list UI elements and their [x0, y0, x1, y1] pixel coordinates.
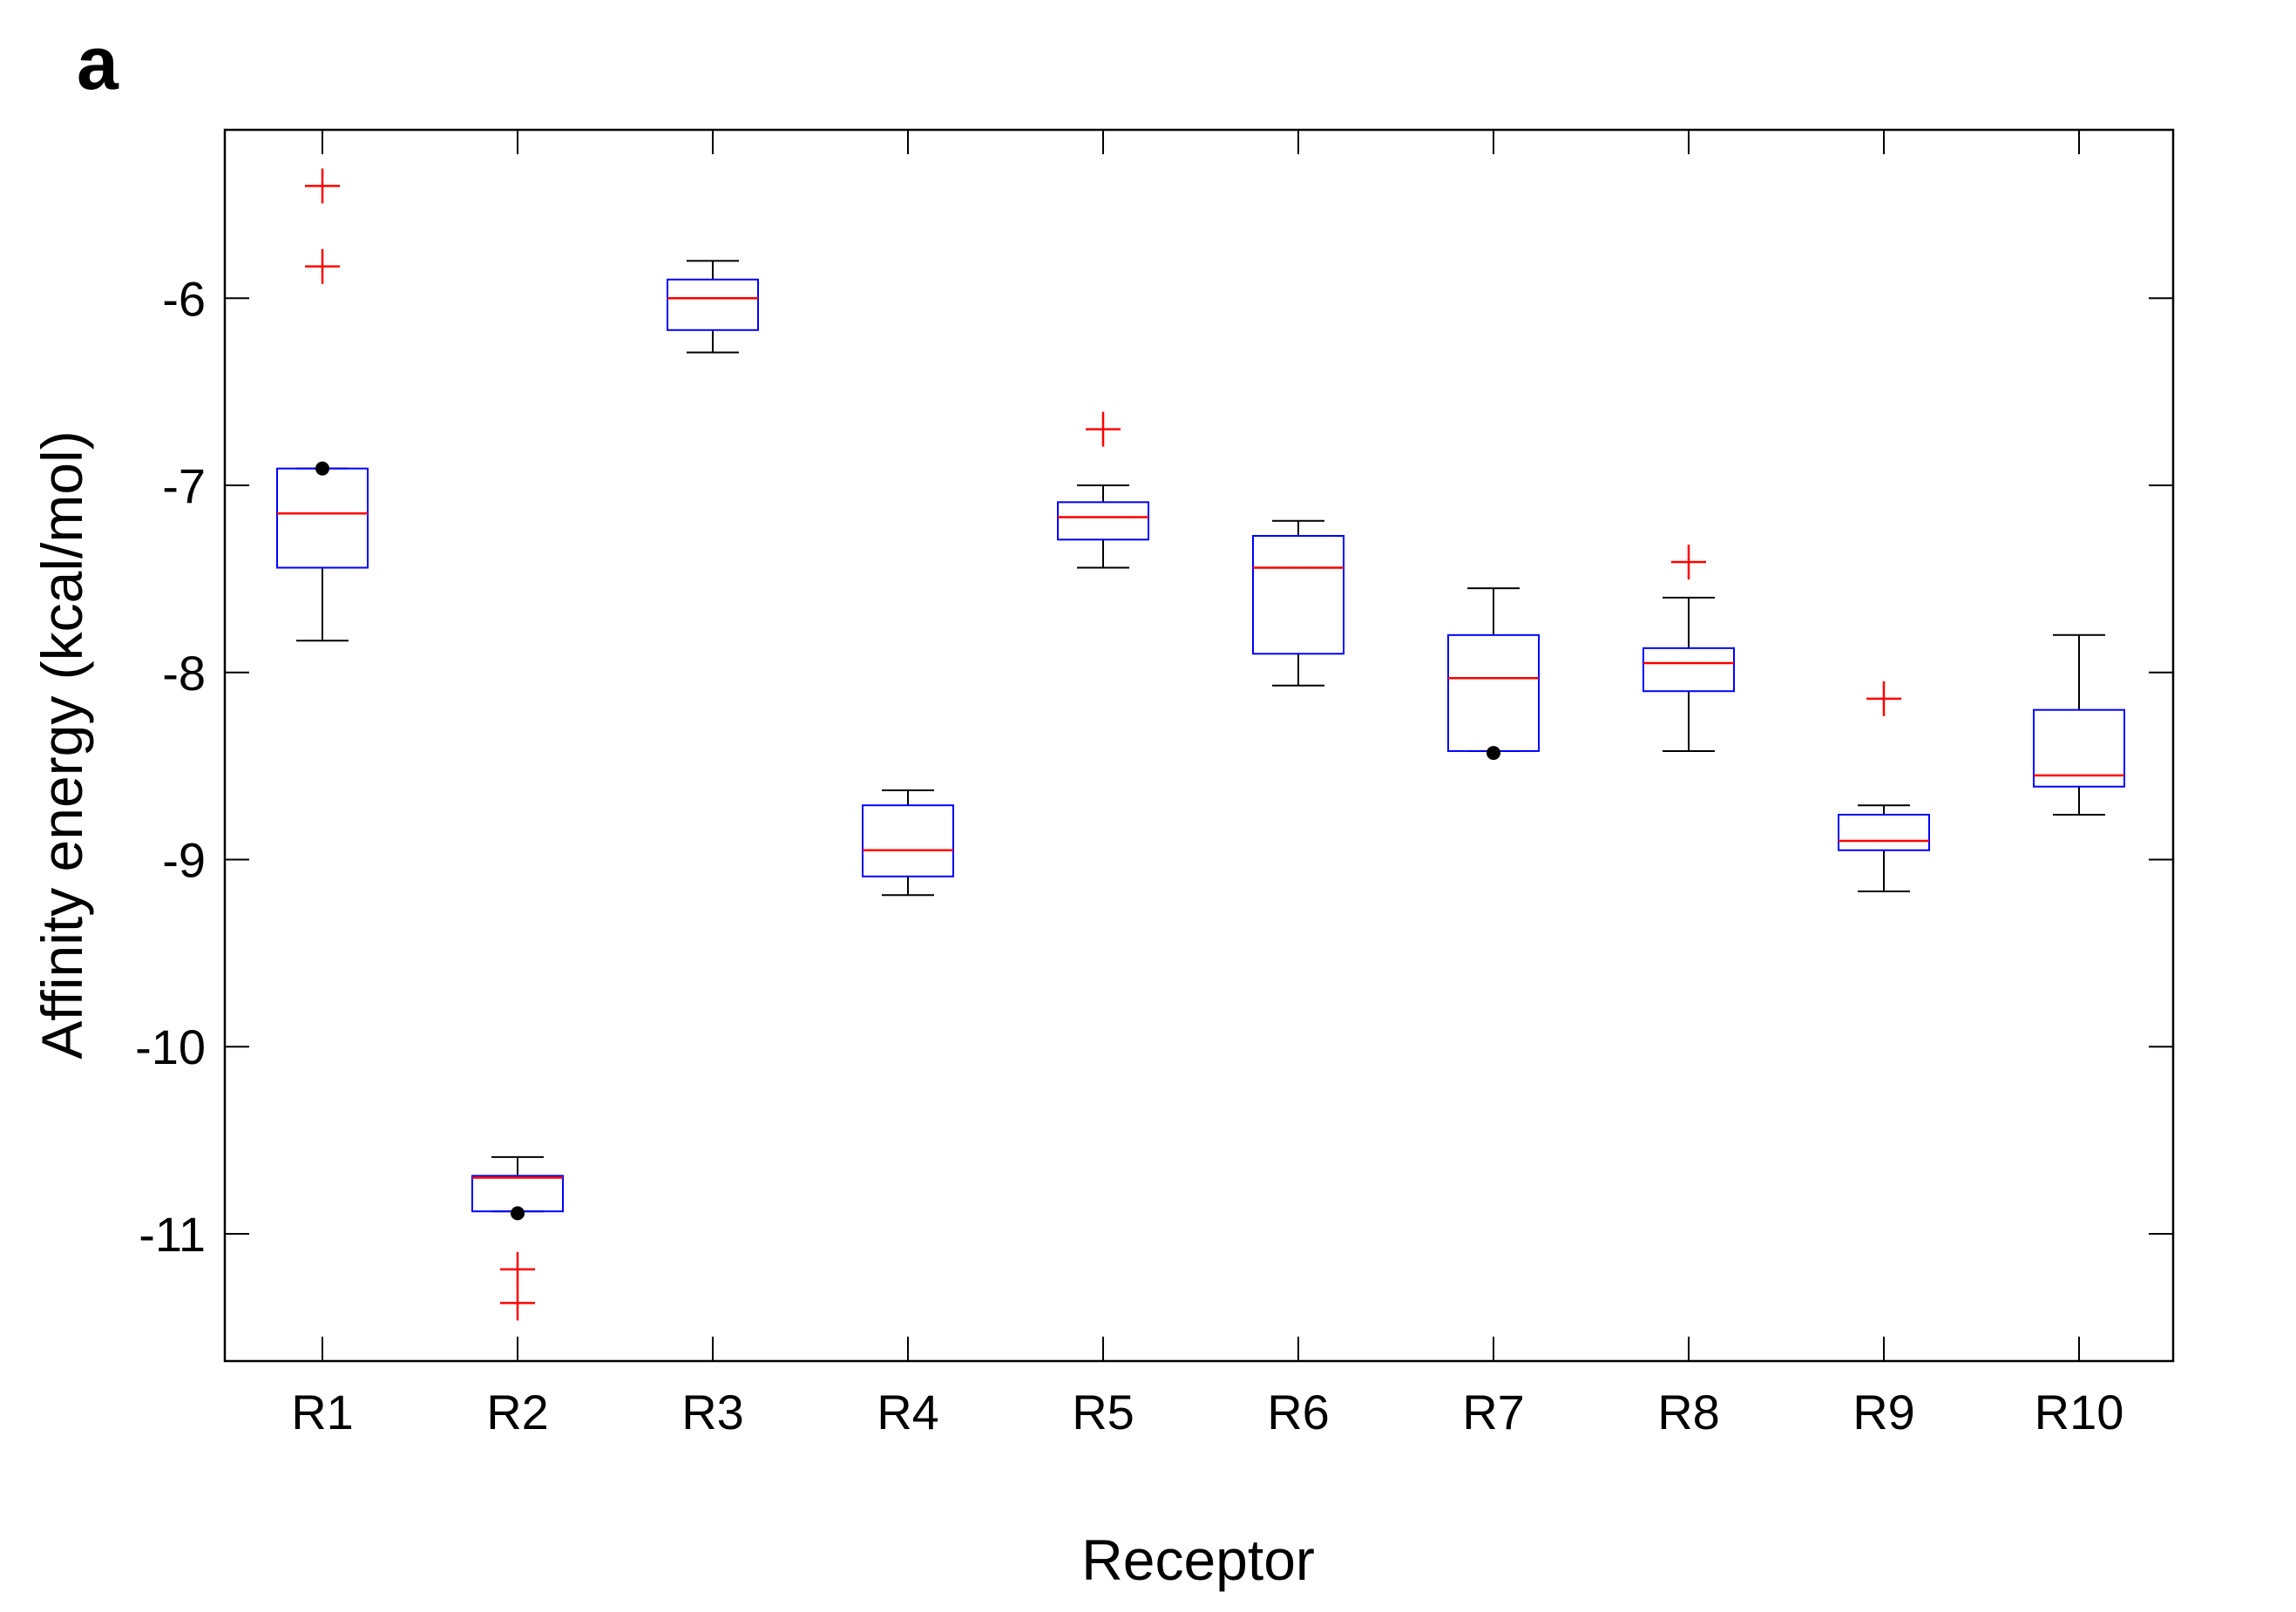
plot-area-frame — [223, 128, 2175, 1363]
x-tick-label: R3 — [681, 1385, 744, 1439]
data-point — [511, 1206, 525, 1221]
outlier-marker — [1866, 681, 1901, 716]
box-r10 — [2033, 633, 2125, 816]
box-r9 — [1838, 681, 1930, 892]
box-r6 — [1252, 519, 1344, 687]
box-r1 — [276, 168, 369, 642]
box-iqr — [1838, 813, 1930, 851]
x-axis: R1 R2 R3 R4 R5 R6 R7 R8 R9 R10 — [291, 130, 2123, 1439]
box-iqr — [276, 467, 369, 569]
x-tick-label: R6 — [1267, 1385, 1330, 1439]
y-tick-label: -10 — [135, 1019, 206, 1074]
x-tick-label: R1 — [291, 1385, 354, 1439]
box-iqr — [667, 278, 759, 331]
outlier-marker — [1671, 545, 1706, 580]
box-iqr — [862, 804, 954, 877]
box-r3 — [667, 260, 759, 354]
box-r8 — [1642, 545, 1735, 752]
box-r5 — [1057, 411, 1149, 569]
box-iqr — [2033, 708, 2125, 788]
y-axis: -6 -7 -8 -9 -10 -11 — [135, 271, 2173, 1262]
y-tick-label: -9 — [162, 832, 206, 887]
x-tick-label: R4 — [877, 1385, 939, 1439]
box-r7 — [1447, 587, 1540, 761]
box-r4 — [862, 789, 954, 897]
x-tick-label: R8 — [1657, 1385, 1720, 1439]
outlier-marker — [305, 168, 340, 204]
x-tick-label: R7 — [1462, 1385, 1525, 1439]
y-tick-label: -8 — [162, 646, 206, 701]
box-series — [276, 168, 2125, 1321]
y-tick-label: -6 — [162, 271, 206, 326]
box-iqr — [1057, 501, 1149, 541]
y-tick-label: -11 — [139, 1207, 206, 1262]
x-axis-title: Receptor — [1081, 1527, 1315, 1592]
x-tick-label: R5 — [1072, 1385, 1134, 1439]
data-point — [1487, 746, 1500, 761]
box-iqr — [1447, 633, 1540, 752]
outlier-marker — [305, 248, 340, 284]
box-iqr — [1642, 647, 1735, 693]
box-r2 — [471, 1155, 564, 1321]
y-axis-title: Affinity energy (kcal/mol) — [30, 430, 94, 1059]
x-tick-label: R2 — [486, 1385, 549, 1439]
box-iqr — [471, 1175, 564, 1213]
x-tick-label: R9 — [1852, 1385, 1915, 1439]
y-tick-label: -7 — [162, 458, 206, 513]
x-tick-label: R10 — [2035, 1385, 2124, 1439]
box-iqr — [1252, 534, 1344, 655]
outlier-marker — [500, 1285, 535, 1321]
data-point — [315, 461, 329, 476]
panel-label: a — [77, 22, 119, 105]
outlier-marker — [500, 1251, 535, 1287]
outlier-marker — [1086, 411, 1121, 447]
